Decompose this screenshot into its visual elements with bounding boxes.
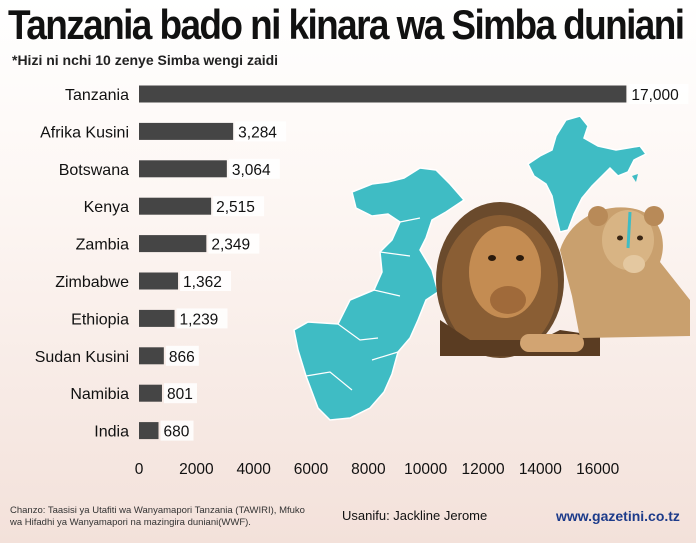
bar-zambia [139,235,207,253]
value-label-background [165,345,199,366]
value-label: 866 [169,349,195,366]
bar-namibia [139,384,162,402]
category-label: Botswana [59,162,129,179]
x-tick-label: 6000 [294,461,329,478]
bar-tanzania [139,85,627,103]
x-tick-label: 2000 [179,461,214,478]
africa-map-icon [293,167,466,421]
x-tick-label: 14000 [519,461,562,478]
value-label-background [213,196,265,217]
category-label: Zimbabwe [55,274,129,291]
x-tick-label: 8000 [351,461,386,478]
x-tick-label: 4000 [236,461,271,478]
value-label: 17,000 [631,87,679,104]
bar-botswana [139,160,227,178]
category-label: Afrika Kusini [40,124,129,141]
chart-title: Tanzania bado ni kinara wa Simba duniani [8,2,685,48]
value-label-background [160,420,194,441]
website-link[interactable]: www.gazetini.co.tz [556,508,680,524]
value-label: 3,064 [232,162,271,179]
bar-india [139,422,159,440]
bar-chart: Tanzania 17,000 Afrika Kusini 3,284 Botswana… [34,84,689,478]
value-label-background [208,233,260,254]
bar-zimbabwe [139,272,179,290]
value-label: 1,239 [180,311,219,328]
value-label-background [180,271,232,291]
x-tick-label: 16000 [576,461,619,478]
source-note: Chanzo: Taasisi ya Utafiti wa Wanyamapor… [10,505,305,528]
category-label: Tanzania [65,87,129,104]
value-label-background [163,383,197,404]
x-tick-label: 0 [135,461,144,478]
value-label: 2,515 [216,199,255,216]
india-map-icon [527,115,648,233]
value-label: 2,349 [211,237,250,254]
lion-icon [436,202,600,358]
author-credit: Usanifu: Jackline Jerome [342,508,488,523]
bar-kenya [139,197,212,215]
value-label: 680 [163,424,189,441]
category-label: Sudan Kusini [35,349,129,366]
bar-ethiopia [139,309,175,327]
value-label-background [228,158,280,179]
bar-sudan-kusini [139,347,164,365]
value-label-background [176,308,228,329]
x-tick-label: 10000 [404,461,447,478]
x-tick-label: 12000 [461,461,504,478]
value-label-background [235,121,287,142]
value-label: 3,284 [238,124,277,141]
value-label: 1,362 [183,274,222,291]
category-label: Namibia [70,386,129,403]
bar-afrika-kusini [139,122,234,140]
category-label: Zambia [76,237,129,254]
value-label: 801 [167,386,193,403]
chart-subtitle: *Hizi ni nchi 10 zenye Simba wengi zaidi [12,52,279,68]
category-label: Ethiopia [71,311,129,328]
lioness-icon [560,206,690,338]
category-label: Kenya [84,199,129,216]
category-label: India [94,424,129,441]
value-label-background [628,84,689,104]
